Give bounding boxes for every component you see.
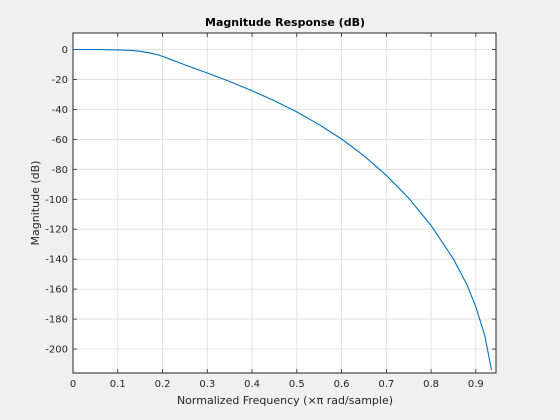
x-tick-label: 0.1 bbox=[110, 379, 126, 390]
y-tick-labels: 0 -20 -40 -60 -80 -100 -120 -140 -160 -180 -200 bbox=[45, 45, 68, 356]
y-tick-label: -180 bbox=[45, 315, 68, 326]
x-tick-label: 0.2 bbox=[155, 379, 171, 390]
y-tick-label: -60 bbox=[52, 135, 68, 146]
y-tick-label: -80 bbox=[52, 165, 68, 176]
x-tick-labels: 0 0.1 0.2 0.3 0.4 0.5 0.6 0.7 0.8 0.9 bbox=[70, 379, 484, 390]
x-tick-label: 0.8 bbox=[423, 379, 439, 390]
y-tick-label: -120 bbox=[45, 225, 68, 236]
x-axis-title: Normalized Frequency (×π rad/sample) bbox=[177, 394, 393, 407]
chart-title: Magnitude Response (dB) bbox=[205, 16, 365, 29]
y-tick-label: -140 bbox=[45, 255, 68, 266]
series-line bbox=[73, 48, 493, 371]
y-tick-label: -40 bbox=[52, 105, 68, 116]
y-tick-label: -100 bbox=[45, 195, 68, 206]
x-tick-label: 0.5 bbox=[289, 379, 305, 390]
axes-frame bbox=[72, 32, 497, 374]
x-tick-label: 0.4 bbox=[244, 379, 260, 390]
y-tick-label: -160 bbox=[45, 285, 68, 296]
plot-area bbox=[73, 33, 496, 373]
y-tick-label: -200 bbox=[45, 345, 68, 356]
x-tick-label: 0.6 bbox=[334, 379, 350, 390]
x-tick-label: 0 bbox=[70, 379, 76, 390]
x-tick-label: 0.9 bbox=[468, 379, 484, 390]
y-tick-label: -20 bbox=[52, 75, 68, 86]
x-tick-label: 0.7 bbox=[378, 379, 394, 390]
y-axis-title: Magnitude (dB) bbox=[29, 161, 42, 246]
x-tick-label: 0.3 bbox=[199, 379, 215, 390]
grid-lines bbox=[72, 33, 496, 373]
y-tick-label: 0 bbox=[62, 45, 68, 56]
